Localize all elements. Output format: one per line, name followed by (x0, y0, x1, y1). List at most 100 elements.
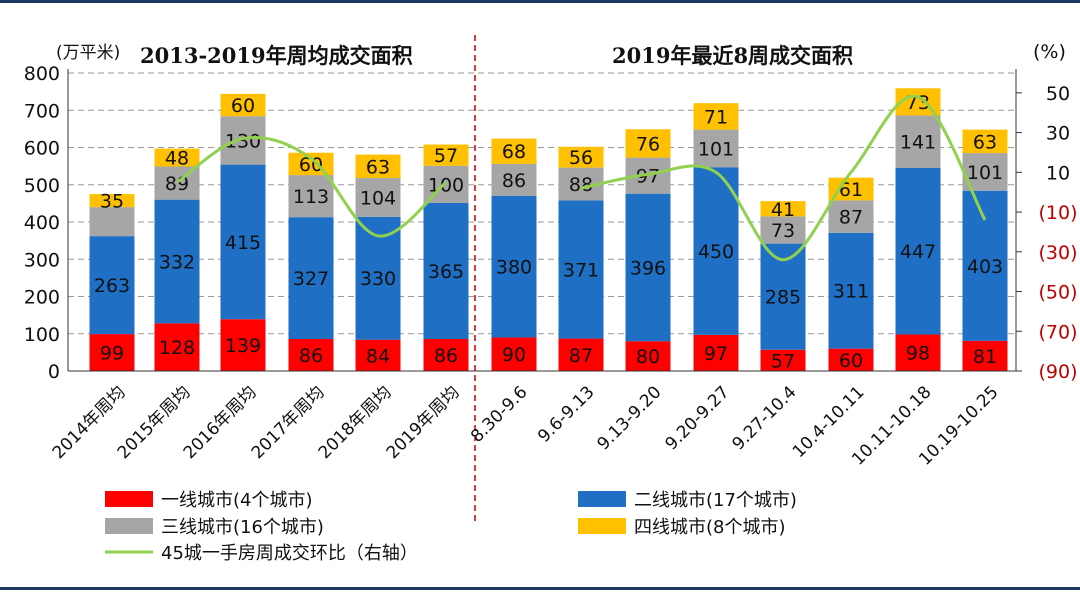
data-label: 41 (771, 199, 795, 221)
stacked-bar-chart: 9926335128332894813941513060863271136084… (24, 35, 1078, 564)
bar-segment-3 (895, 115, 941, 168)
data-label: 56 (569, 147, 593, 169)
data-label: 60 (299, 154, 323, 176)
data-label: 447 (900, 241, 936, 263)
left-tick-label: 300 (24, 249, 60, 271)
legend-swatch (105, 518, 153, 534)
bar-segment-4 (828, 177, 874, 201)
bar-segment-1 (355, 339, 401, 371)
data-label: 100 (428, 174, 464, 196)
bar-segment-3 (491, 163, 537, 196)
bar-segment-3 (760, 216, 806, 244)
data-label: 63 (366, 156, 390, 178)
data-label: 35 (100, 191, 124, 213)
data-label: 57 (771, 350, 795, 372)
data-label: 330 (360, 268, 396, 290)
data-label: 415 (225, 232, 261, 254)
right-tick-label: (50) (1038, 282, 1077, 304)
legend-swatch (578, 491, 626, 507)
data-label: 87 (569, 345, 593, 367)
data-label: 332 (159, 251, 195, 273)
left-tick-label: 400 (24, 212, 60, 234)
line-series-path (176, 136, 447, 238)
legend-swatch (105, 491, 153, 507)
left-tick-label: 500 (24, 175, 60, 197)
data-label: 285 (765, 287, 801, 309)
data-label: 86 (299, 345, 323, 367)
data-label: 71 (704, 106, 728, 128)
data-label: 327 (293, 268, 329, 290)
data-label: 128 (159, 337, 195, 359)
data-label: 396 (630, 257, 666, 279)
data-label: 97 (704, 343, 728, 365)
data-label: 141 (900, 132, 936, 154)
data-label: 90 (502, 344, 526, 366)
bar-segment-2 (558, 200, 604, 339)
chart-title-left: 2013-2019年周均成交面积 (140, 43, 413, 68)
data-label: 80 (636, 346, 660, 368)
bar-segment-1 (491, 337, 537, 371)
bar-segment-1 (154, 323, 200, 371)
bar-segment-1 (760, 349, 806, 371)
legend: 一线城市(4个城市) 二线城市(17个城市) 三线城市(16个城市) 四线城市(8个城… (105, 490, 797, 564)
left-tick-label: 0 (48, 361, 60, 383)
data-label: 76 (636, 133, 660, 155)
data-label: 86 (434, 345, 458, 367)
bar-segment-3 (220, 116, 266, 165)
data-label: 403 (967, 256, 1003, 278)
left-tick-label: 700 (24, 100, 60, 122)
bar-segment-3 (89, 207, 135, 237)
bar-segment-4 (962, 129, 1008, 154)
line-series-path (580, 94, 987, 262)
bar-segment-4 (423, 144, 469, 166)
gridlines (68, 72, 1016, 335)
bar-segment-2 (625, 193, 671, 342)
bar-segment-1 (558, 338, 604, 371)
bar-segment-1 (220, 319, 266, 371)
bar-segment-4 (154, 148, 200, 167)
bar-segment-1 (828, 348, 874, 371)
bar-segment-2 (895, 167, 941, 335)
bar-segment-2 (962, 190, 1008, 341)
data-label: 101 (967, 162, 1003, 184)
x-tick-label: 9.6-9.13 (534, 382, 598, 446)
bar-segment-4 (558, 146, 604, 168)
data-label: 87 (839, 207, 863, 229)
bar-segment-2 (828, 232, 874, 349)
line-series (176, 94, 987, 262)
bar-segment-1 (895, 334, 941, 371)
data-label: 104 (360, 187, 396, 209)
bar-segment-2 (89, 236, 135, 335)
x-tick-label: 2019年周均 (383, 382, 464, 463)
data-label: 101 (698, 138, 734, 160)
legend-label: 三线城市(16个城市) (161, 517, 324, 538)
left-tick-label: 100 (24, 324, 60, 346)
left-axis-unit: (万平米) (56, 43, 120, 63)
left-tick-label: 600 (24, 138, 60, 160)
bar-segment-4 (625, 129, 671, 158)
data-label: 60 (839, 350, 863, 372)
bar-segment-1 (962, 340, 1008, 371)
bar-segment-4 (760, 201, 806, 217)
data-label: 380 (496, 257, 532, 279)
data-label: 73 (771, 220, 795, 242)
bar-segment-4 (491, 138, 537, 164)
data-label: 371 (563, 259, 599, 281)
legend-label: 四线城市(8个城市) (634, 517, 786, 538)
bar-segment-4 (89, 194, 135, 208)
x-tick-label: 9.13-9.20 (594, 382, 666, 454)
right-tick-label: (70) (1038, 321, 1077, 343)
data-label: 61 (839, 179, 863, 201)
chart-titles: 2013-2019年周均成交面积 2019年最近8周成交面积 (万平米) (%) (56, 41, 1066, 68)
left-tick-label: 800 (24, 63, 60, 85)
legend-label: 二线城市(17个城市) (634, 490, 797, 511)
data-label: 48 (165, 148, 189, 170)
legend-label: 一线城市(4个城市) (161, 490, 313, 511)
chart-title-right: 2019年最近8周成交面积 (612, 43, 853, 68)
data-label: 450 (698, 241, 734, 263)
data-label: 130 (225, 130, 261, 152)
data-label: 84 (366, 345, 390, 367)
bar-segment-3 (828, 200, 874, 233)
bar-segment-1 (625, 341, 671, 371)
